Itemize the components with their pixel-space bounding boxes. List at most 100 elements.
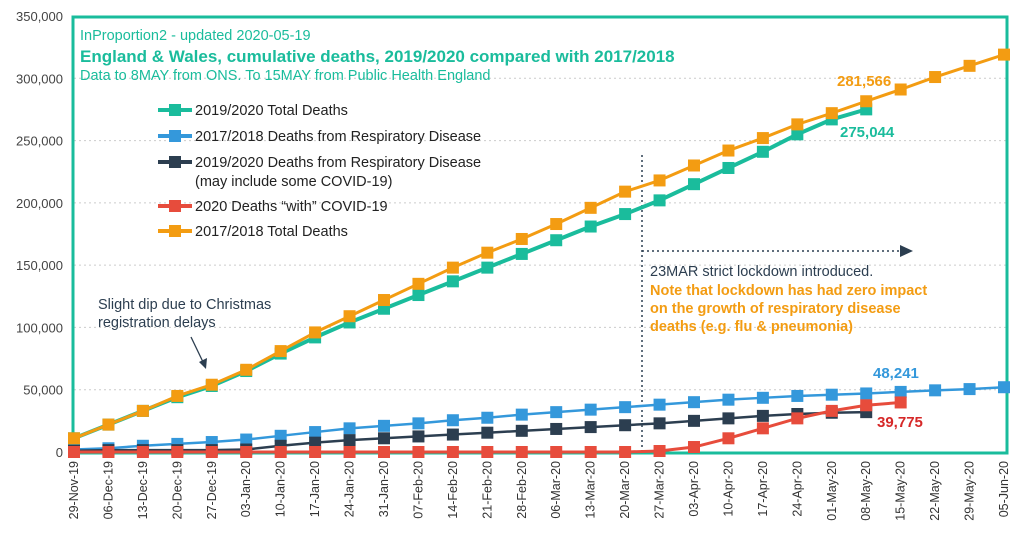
data-point-marker [446,428,459,441]
legend-item: 2019/2020 Total Deaths [158,103,348,119]
legend-label: 2017/2018 Total Deaths [195,224,348,240]
x-tick-label: 03-Apr-20 [687,461,701,517]
x-tick-label: 29-May-20 [963,461,977,521]
y-tick-label: 250,000 [16,134,63,149]
data-point-marker [894,396,907,409]
x-tick-label: 21-Feb-20 [480,461,494,519]
data-point-marker [688,414,700,427]
data-point-marker [688,441,700,454]
data-label-39775: 39,775 [877,414,923,431]
legend-label: 2019/2020 Deaths from Respiratory Diseas… [195,155,481,171]
y-axis-ticks: 0 50,000 100,000 150,000 200,000 250,000 300,0… [16,9,63,460]
data-point-marker [343,434,356,447]
data-point-marker [446,414,459,427]
data-point-marker [722,393,735,406]
data-point-marker [136,404,149,417]
series-2020-deaths-with-covid-19 [68,396,907,458]
data-point-marker [929,384,942,397]
x-tick-label: 13-Mar-20 [584,461,598,519]
x-tick-label: 06-Dec-19 [101,461,115,519]
y-tick-label: 200,000 [16,196,63,211]
data-point-marker [756,391,769,404]
chart-title: England & Wales, cumulative deaths, 2019… [80,47,675,66]
data-point-marker [515,408,528,421]
data-point-marker [791,389,804,402]
legend-item: 2020 Deaths “with” COVID-19 [158,199,388,215]
data-point-marker [584,220,597,233]
data-point-marker [722,161,735,174]
legend-label: 2017/2018 Deaths from Respiratory Diseas… [195,129,481,145]
data-point-marker [550,406,563,419]
data-point-marker [584,421,597,434]
x-tick-label: 27-Dec-19 [205,461,219,519]
x-tick-label: 13-Dec-19 [136,461,150,519]
x-tick-label: 28-Feb-20 [515,461,529,519]
x-tick-label: 24-Jan-20 [343,461,357,517]
christmas-annotation-line1: Slight dip due to Christmas [98,297,271,313]
data-point-marker [309,426,322,439]
x-tick-label: 15-May-20 [894,461,908,521]
data-point-marker [860,399,873,412]
data-point-marker [412,446,425,458]
arrow-right-icon [900,245,913,257]
data-point-marker [481,246,494,259]
data-point-marker [722,412,735,425]
data-point-marker [412,289,425,302]
data-point-marker [619,185,632,198]
data-point-marker [515,424,528,437]
data-point-marker [309,446,322,458]
x-tick-label: 31-Jan-20 [377,461,391,517]
x-tick-label: 17-Apr-20 [756,461,770,517]
data-point-marker [722,144,735,157]
source-line: InProportion2 - updated 2020-05-19 [80,28,311,44]
data-point-marker [240,446,253,458]
arrow-down-icon [199,358,207,369]
legend-swatch-marker [169,200,181,212]
data-point-marker [446,261,459,274]
data-point-marker [274,345,287,358]
x-tick-label: 17-Jan-20 [308,461,322,517]
y-tick-label: 100,000 [16,320,63,335]
legend-label: 2019/2020 Total Deaths [195,103,348,119]
data-label-281566: 281,566 [837,73,891,90]
data-point-marker [481,411,494,424]
data-point-marker [791,128,804,141]
x-tick-label: 24-Apr-20 [790,461,804,517]
data-point-marker [102,446,115,458]
data-point-marker [791,412,804,425]
data-point-marker [102,418,115,431]
data-point-marker [860,387,873,400]
x-tick-label: 05-Jun-20 [997,461,1011,517]
data-point-marker [825,404,838,417]
data-point-marker [68,446,80,458]
data-point-marker [446,275,459,288]
data-point-marker [412,417,425,430]
legend-item: 2017/2018 Total Deaths [158,224,348,240]
data-point-marker [481,426,494,439]
data-point-marker [343,422,356,435]
data-point-marker [756,145,769,158]
lockdown-note-line2: on the growth of respiratory disease [650,301,901,317]
legend-label: 2020 Deaths “with” COVID-19 [195,199,388,215]
lockdown-annotation: 23MAR strict lockdown introduced. [650,264,873,280]
x-tick-label: 10-Apr-20 [721,461,735,517]
data-point-marker [929,71,942,84]
data-point-marker [619,419,632,432]
grid-lines [74,77,1007,391]
data-point-marker [963,383,976,396]
data-point-marker [963,59,976,72]
data-point-marker [550,422,563,435]
data-point-marker [688,396,700,409]
data-point-marker [515,247,528,260]
data-point-marker [309,436,322,449]
data-point-marker [722,432,735,445]
data-point-marker [584,446,597,458]
data-point-marker [446,446,459,458]
legend-swatch-marker [169,156,181,168]
data-point-marker [136,446,149,458]
data-point-marker [378,294,390,307]
legend: 2019/2020 Total Deaths 2017/2018 Deaths f… [158,103,481,240]
x-tick-label: 10-Jan-20 [274,461,288,517]
data-point-marker [584,403,597,416]
data-point-marker [756,409,769,422]
